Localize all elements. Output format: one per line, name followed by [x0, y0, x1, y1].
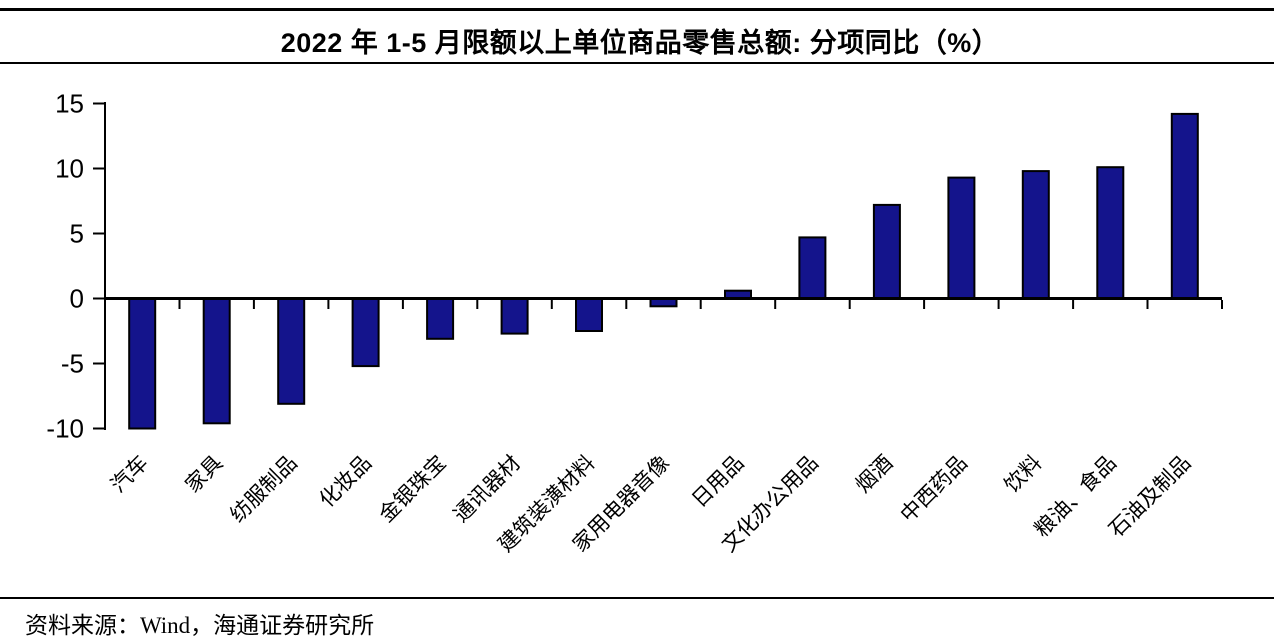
category-label: 汽车 [106, 451, 153, 498]
bar [426, 297, 455, 340]
source-note: 资料来源：Wind，海通证券研究所 [25, 613, 375, 638]
chart-title: 2022 年 1-5 月限额以上单位商品零售总额: 分项同比（%） [280, 28, 1000, 58]
bar [202, 297, 231, 425]
y-tick-label: 10 [55, 154, 84, 184]
title-rule [0, 62, 1274, 64]
y-tick-label: -5 [61, 349, 84, 379]
category-label: 通讯器材 [449, 451, 525, 527]
category-label: 中西药品 [896, 451, 972, 527]
y-tick-label: 0 [70, 284, 84, 314]
category-label: 饮料 [1000, 451, 1047, 498]
category-label: 烟酒 [851, 451, 898, 498]
bar [947, 176, 976, 300]
bar [798, 236, 827, 300]
footer-rule [0, 597, 1274, 599]
bar [277, 297, 306, 405]
bar [500, 297, 529, 335]
category-label: 家具 [181, 451, 228, 498]
category-label: 石油及制品 [1104, 451, 1195, 542]
category-label: 化妆品 [315, 451, 377, 513]
category-label: 金银珠宝 [374, 451, 450, 527]
top-rule [0, 8, 1274, 11]
bar [1170, 112, 1199, 300]
bar [351, 297, 380, 368]
bar [872, 203, 901, 300]
y-tick-label: -10 [46, 414, 84, 444]
bar [1096, 166, 1125, 300]
category-label: 日用品 [687, 451, 749, 513]
y-tick-label: 5 [70, 219, 84, 249]
bar [575, 297, 603, 332]
bar [1021, 170, 1050, 300]
category-label: 纺服制品 [225, 451, 301, 527]
bar [128, 297, 157, 430]
y-tick-label: 15 [55, 89, 84, 119]
